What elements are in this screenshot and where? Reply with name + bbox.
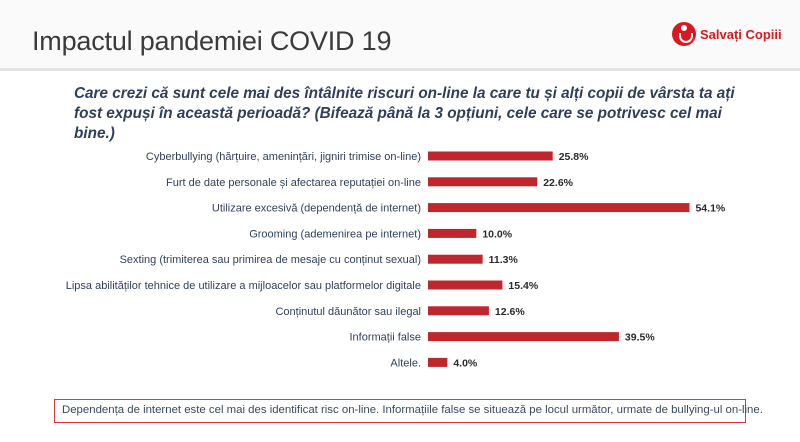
bar xyxy=(428,228,477,238)
value-label: 15.4% xyxy=(508,280,538,292)
value-label: 22.6% xyxy=(543,177,573,189)
footer-note: Dependența de internet este cel mai des … xyxy=(54,399,763,423)
brand-logo: Salvați Copiii xyxy=(672,22,782,46)
category-label: Utilizare excesivă (dependență de intern… xyxy=(212,203,421,215)
value-label: 10.0% xyxy=(482,228,512,240)
value-label: 54.1% xyxy=(695,203,725,215)
bar-chart: Cyberbullying (hărțuire, amenințări, jig… xyxy=(66,151,726,369)
brand-logo-text: Salvați Copiii xyxy=(700,26,782,42)
value-label: 11.3% xyxy=(489,254,519,266)
page-title: Impactul pandemiei COVID 19 xyxy=(32,26,392,56)
value-label: 12.6% xyxy=(495,306,525,318)
child-logo-icon xyxy=(672,22,696,46)
value-label: 4.0% xyxy=(453,357,478,369)
value-label: 25.8% xyxy=(559,151,589,163)
survey-question: Care crezi că sunt cele mai des întâlnit… xyxy=(74,85,735,142)
category-label: Grooming (ademenirea pe internet) xyxy=(249,228,421,240)
header-bar: Impactul pandemiei COVID 19 Salvați Copi… xyxy=(0,0,800,71)
category-label: Sexting (trimiterea sau primirea de mesa… xyxy=(120,254,421,266)
header-divider xyxy=(0,68,800,71)
bar xyxy=(428,357,448,367)
category-label: Altele. xyxy=(390,357,421,369)
bar xyxy=(428,254,483,264)
category-label: Lipsa abilităților tehnice de utilizare … xyxy=(66,280,421,292)
category-label: Cyberbullying (hărțuire, amenințări, jig… xyxy=(146,151,421,163)
bar xyxy=(428,151,553,161)
bar xyxy=(428,332,619,342)
category-label: Informații false xyxy=(349,332,421,344)
bar xyxy=(428,306,489,316)
category-label: Conținutul dăunător sau ilegal xyxy=(275,306,421,318)
value-label: 39.5% xyxy=(625,332,655,344)
bar xyxy=(428,280,503,290)
bar xyxy=(428,177,538,187)
category-label: Furt de date personale și afectarea repu… xyxy=(166,177,421,189)
bar xyxy=(428,203,690,213)
